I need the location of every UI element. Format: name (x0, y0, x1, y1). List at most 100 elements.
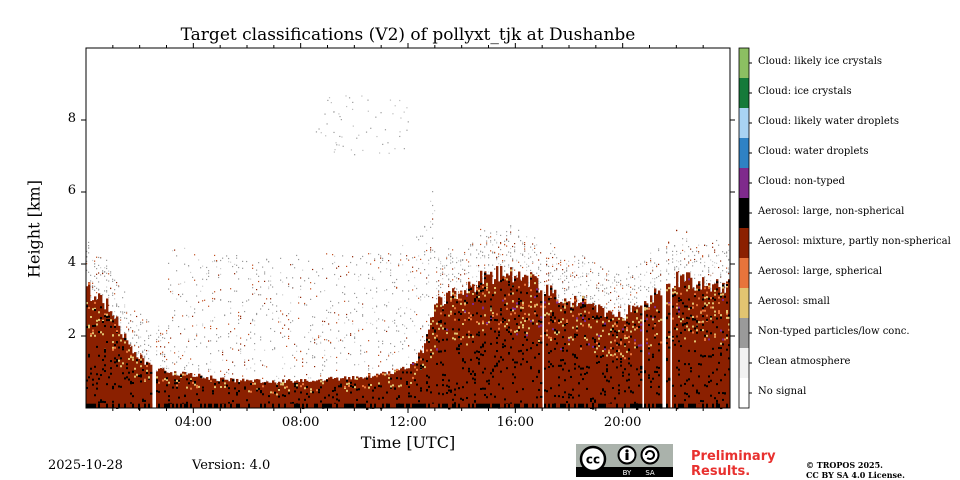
legend-label: Non-typed particles/low conc. (758, 326, 910, 337)
near-ground-row (674, 403, 677, 408)
sparse-signal-dot (468, 265, 470, 267)
sparse-signal-dot (210, 340, 212, 342)
aerosol-column (466, 293, 469, 408)
sparse-signal-dot (410, 308, 412, 310)
aerosol-speckle (684, 305, 687, 308)
sparse-signal-dot (444, 294, 446, 296)
aerosol-speckle (620, 360, 623, 363)
aerosol-column (700, 289, 703, 408)
sparse-signal-dot (114, 310, 116, 313)
aerosol-speckle (514, 318, 517, 321)
sparse-signal-dot (394, 319, 396, 321)
sparse-signal-dot (164, 346, 166, 348)
cirrus-dot (338, 113, 340, 115)
aerosol-column (654, 288, 657, 408)
aerosol-speckle (668, 335, 671, 338)
aerosol-speckle (702, 323, 705, 326)
aerosol-speckle (696, 304, 699, 307)
sparse-signal-dot (586, 280, 588, 283)
sparse-signal-dot (370, 253, 372, 255)
sparse-signal-dot (120, 319, 122, 321)
aerosol-speckle (572, 326, 575, 329)
sparse-signal-dot (354, 308, 356, 310)
aerosol-column (338, 380, 341, 408)
sparse-signal-dot (628, 283, 630, 286)
aerosol-speckle (728, 344, 731, 347)
near-ground-row (728, 403, 731, 408)
aerosol-column (418, 352, 421, 408)
aerosol-speckle (536, 322, 539, 325)
sparse-signal-dot (330, 341, 332, 344)
aerosol-column (672, 288, 675, 408)
sparse-signal-dot (226, 371, 228, 373)
sparse-signal-dot (564, 287, 566, 290)
aerosol-column (472, 284, 475, 408)
aerosol-speckle (440, 304, 443, 307)
cc-by-sa-license-icon[interactable]: cc BY SA (576, 444, 673, 477)
sparse-signal-dot (564, 271, 566, 273)
aerosol-speckle (650, 380, 653, 383)
sparse-signal-dot (358, 276, 360, 278)
sparse-signal-dot (700, 282, 702, 284)
sparse-signal-dot (406, 258, 408, 260)
aerosol-speckle (108, 319, 111, 322)
near-ground-row (200, 403, 203, 408)
aerosol-speckle (574, 354, 577, 357)
aerosol-speckle (652, 377, 655, 380)
sparse-signal-dot (298, 296, 300, 298)
aerosol-speckle (112, 387, 115, 390)
aerosol-speckle (90, 372, 93, 375)
sparse-signal-dot (694, 277, 696, 280)
sparse-signal-dot (398, 263, 400, 265)
sparse-signal-dot (248, 333, 250, 336)
sparse-signal-dot (254, 349, 256, 351)
sparse-signal-dot (518, 235, 520, 237)
near-ground-row (516, 403, 519, 408)
near-ground-row (344, 403, 347, 408)
aerosol-column (568, 301, 571, 408)
sparse-signal-dot (382, 343, 384, 345)
sparse-signal-dot (126, 317, 128, 320)
aerosol-speckle (498, 331, 501, 334)
sparse-signal-dot (192, 315, 194, 317)
sparse-signal-dot (446, 257, 448, 259)
aerosol-speckle (260, 391, 263, 394)
aerosol-speckle (86, 326, 89, 329)
aerosol-speckle (688, 317, 691, 320)
sparse-signal-dot (302, 358, 304, 360)
sparse-signal-dot (330, 307, 332, 309)
sparse-signal-dot (416, 352, 418, 355)
sparse-signal-dot (728, 268, 730, 270)
sparse-signal-dot (308, 331, 310, 334)
sparse-signal-dot (576, 304, 578, 306)
aerosol-speckle (102, 321, 105, 324)
sparse-signal-dot (104, 290, 106, 292)
near-ground-row (484, 403, 487, 408)
sparse-signal-dot (214, 316, 216, 319)
sparse-signal-dot (362, 255, 364, 258)
sparse-signal-dot (422, 235, 424, 237)
aerosol-speckle (166, 377, 169, 380)
sparse-signal-dot (240, 343, 242, 345)
sparse-signal-dot (122, 311, 124, 313)
aerosol-speckle (564, 329, 567, 332)
sparse-signal-dot (290, 330, 292, 332)
aerosol-speckle (588, 343, 591, 346)
sparse-signal-dot (316, 338, 318, 340)
sparse-signal-dot (198, 368, 200, 370)
sparse-signal-dot (576, 305, 578, 307)
sparse-signal-dot (624, 318, 626, 320)
aerosol-speckle (126, 376, 129, 379)
aerosol-column (552, 293, 555, 408)
sparse-signal-dot (136, 353, 138, 355)
sparse-signal-dot (598, 287, 600, 290)
sparse-signal-dot (618, 297, 620, 300)
sparse-signal-dot (220, 268, 222, 270)
sparse-signal-dot (160, 352, 162, 355)
aerosol-speckle (96, 345, 99, 348)
sparse-signal-dot (138, 335, 140, 338)
sparse-signal-dot (684, 251, 686, 253)
sparse-signal-dot (426, 242, 428, 245)
sparse-signal-dot (544, 284, 546, 286)
sparse-signal-dot (448, 279, 450, 281)
